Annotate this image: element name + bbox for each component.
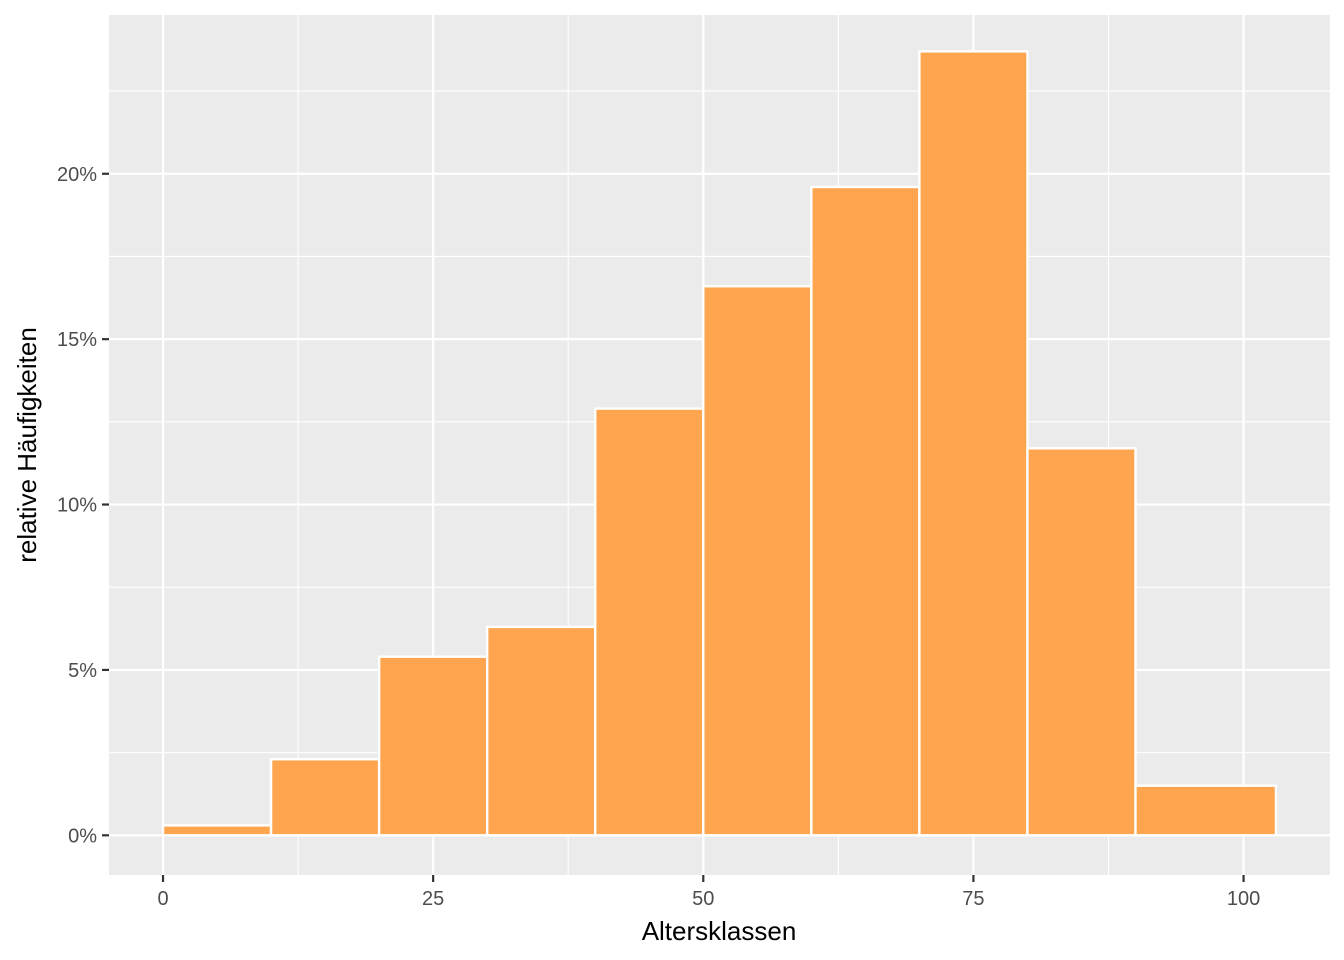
y-tick-label: 10% [57, 495, 97, 517]
histogram-bar [377, 655, 489, 837]
x-tick-label: 75 [962, 888, 984, 910]
y-axis-title: relative Häufigkeiten [12, 327, 42, 563]
histogram-bar [485, 625, 597, 837]
y-tick-label: 5% [68, 660, 97, 682]
x-tick-label: 50 [692, 888, 714, 910]
histogram-bar [1134, 784, 1278, 837]
histogram-bars [161, 50, 1278, 837]
x-axis: 0 25 50 75 100 [157, 875, 1260, 910]
y-axis: 0% 5% 10% 15% 20% [57, 164, 109, 847]
y-tick-label: 15% [57, 329, 97, 351]
histogram-bar [810, 185, 921, 837]
histogram-bar [918, 50, 1029, 837]
x-tick-label: 0 [157, 888, 168, 910]
histogram-bar [161, 824, 273, 837]
histogram-bar [702, 285, 813, 837]
x-tick-label: 25 [422, 888, 444, 910]
y-tick-label: 0% [68, 825, 97, 847]
y-tick-label: 20% [57, 164, 97, 186]
x-axis-title: Altersklassen [642, 916, 797, 946]
histogram-bar [269, 758, 381, 837]
histogram-bar [594, 407, 705, 837]
x-tick-label: 100 [1227, 888, 1260, 910]
histogram-bar [1026, 447, 1137, 837]
